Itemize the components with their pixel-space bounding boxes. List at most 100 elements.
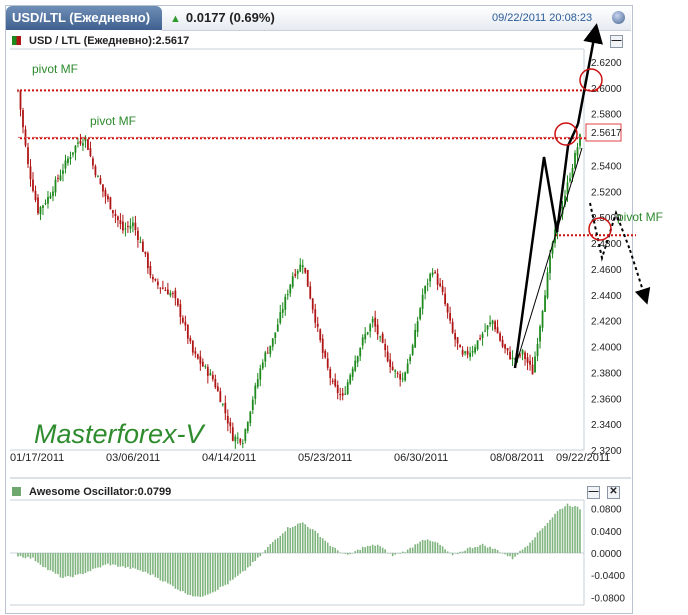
oscillator-bar: [212, 553, 214, 593]
oscillator-bar: [209, 553, 212, 594]
candle-body: [579, 134, 581, 146]
candle-body: [122, 221, 124, 231]
candle-body: [421, 294, 424, 309]
oscillator-bar: [541, 528, 544, 553]
oscillator-bar: [519, 550, 521, 553]
candle-body: [334, 379, 337, 387]
candle-body: [546, 272, 549, 298]
oscillator-bar: [386, 552, 389, 554]
candle-body: [396, 372, 399, 374]
oscillator-bar: [107, 553, 109, 564]
candle-body: [319, 329, 322, 341]
candle-body: [39, 207, 42, 215]
candle-body: [279, 312, 282, 323]
oscillator-bar: [516, 553, 519, 555]
candle-body: [189, 337, 192, 342]
candle-body: [336, 384, 339, 393]
oscillator-bar: [192, 553, 194, 597]
candle-body: [469, 352, 471, 357]
price-y-tick: 2.5400: [591, 161, 622, 172]
candle-body: [276, 324, 279, 332]
candle-body: [346, 382, 349, 395]
up-target-arrow: [576, 23, 603, 125]
price-candles: [17, 89, 581, 449]
minimize-price-panel-button[interactable]: —: [610, 35, 623, 48]
oscillator-bar: [304, 524, 307, 553]
price-y-tick: 2.5800: [591, 110, 622, 121]
price-change: ▲ 0.0177 (0.69%): [170, 10, 275, 25]
oscillator-bar: [514, 553, 516, 557]
oscillator-bar: [356, 549, 359, 553]
oscillator-bar: [62, 553, 64, 579]
oscillator-bar: [232, 553, 234, 580]
candle-body: [284, 296, 287, 310]
candle-body: [381, 333, 384, 343]
price-y-tick: 2.4000: [591, 343, 622, 354]
oscillator-bar: [416, 543, 419, 553]
oscillator-bar: [429, 540, 431, 553]
candle-body: [261, 362, 264, 369]
oscillator-bar: [439, 544, 441, 553]
candle-body: [181, 317, 184, 323]
oscillator-bar: [82, 553, 84, 575]
oscillator-bar: [574, 505, 576, 553]
oscillator-bar: [346, 553, 349, 555]
candle-body: [309, 286, 312, 299]
oscillator-bar: [561, 508, 564, 553]
candle-body: [131, 222, 134, 227]
oscillator-legend-icon: [12, 487, 21, 496]
candle-body: [69, 156, 72, 160]
oscillator-bar: [521, 549, 524, 553]
oscillator-bar: [109, 553, 112, 566]
candle-body: [344, 393, 347, 395]
candle-body: [186, 325, 189, 339]
candle-body: [294, 273, 297, 276]
candle-body: [97, 176, 99, 178]
oscillator-bar: [409, 547, 411, 553]
candle-body: [486, 325, 489, 330]
candle-body: [534, 356, 536, 373]
oscillator-bar: [414, 544, 416, 553]
candle-body: [456, 337, 459, 344]
pivot-circle-3: [588, 217, 612, 241]
candle-body: [129, 225, 132, 229]
close-oscillator-button[interactable]: ✕: [607, 486, 620, 499]
oscillator-bar: [74, 553, 77, 575]
candle-body: [451, 321, 454, 333]
oscillator-bar: [29, 553, 32, 559]
candle-body: [476, 340, 479, 350]
candle-body: [454, 333, 457, 340]
oscillator-bar: [334, 547, 337, 553]
symbol-tab[interactable]: USD/LTL (Ежедневно): [6, 6, 162, 30]
minimize-oscillator-button[interactable]: —: [587, 486, 600, 499]
oscillator-bar: [491, 548, 494, 553]
candle-body: [219, 391, 222, 403]
candle-body: [209, 373, 212, 376]
oscillator-bar: [114, 553, 117, 565]
oscillator-bar: [97, 553, 99, 568]
candle-body: [196, 354, 199, 359]
candle-body: [304, 267, 307, 273]
oscillator-bar: [314, 530, 317, 553]
oscillator-bar: [99, 553, 102, 568]
oscillator-bar: [127, 553, 129, 567]
price-y-tick: 2.4800: [591, 239, 622, 250]
oscillator-bar: [351, 553, 354, 554]
status-dot-icon[interactable]: [612, 11, 625, 24]
candle-body: [211, 374, 214, 380]
candle-body: [439, 283, 442, 287]
candle-body: [164, 290, 167, 292]
candle-body: [77, 142, 79, 144]
candle-body: [359, 347, 362, 357]
trend-line: [514, 147, 583, 369]
candle-body: [484, 330, 486, 332]
oscillator-bar: [219, 553, 222, 587]
candle-body: [331, 380, 334, 382]
oscillator-bar: [539, 530, 541, 553]
oscillator-bar: [162, 553, 164, 582]
oscillator-bar: [104, 553, 107, 565]
candle-body: [146, 253, 149, 269]
price-x-tick: 05/23/2011: [298, 452, 352, 464]
oscillator-bar: [576, 506, 579, 553]
candle-body: [341, 393, 344, 396]
